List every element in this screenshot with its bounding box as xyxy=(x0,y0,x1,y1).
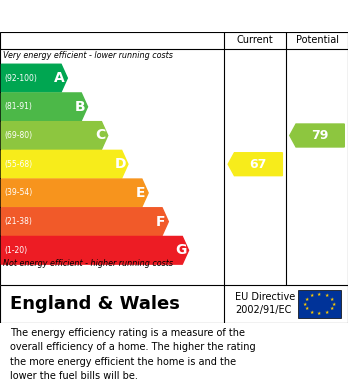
Text: ★: ★ xyxy=(317,311,322,316)
Text: Potential: Potential xyxy=(295,35,339,45)
Polygon shape xyxy=(1,208,168,235)
Text: Very energy efficient - lower running costs: Very energy efficient - lower running co… xyxy=(3,50,173,59)
Polygon shape xyxy=(228,153,282,176)
Text: ★: ★ xyxy=(310,310,314,315)
Text: (1-20): (1-20) xyxy=(4,246,27,255)
Text: (81-91): (81-91) xyxy=(4,102,32,111)
Text: ★: ★ xyxy=(317,292,322,297)
Text: England & Wales: England & Wales xyxy=(10,295,180,313)
Text: B: B xyxy=(74,100,85,114)
Text: The energy efficiency rating is a measure of the
overall efficiency of a home. T: The energy efficiency rating is a measur… xyxy=(10,328,256,381)
Polygon shape xyxy=(1,237,189,264)
Text: 79: 79 xyxy=(311,129,329,142)
Text: A: A xyxy=(54,71,65,85)
Text: (69-80): (69-80) xyxy=(4,131,32,140)
Text: Energy Efficiency Rating: Energy Efficiency Rating xyxy=(14,7,243,25)
Text: Not energy efficient - higher running costs: Not energy efficient - higher running co… xyxy=(3,260,174,269)
Text: G: G xyxy=(175,243,187,257)
Polygon shape xyxy=(1,122,108,149)
Polygon shape xyxy=(1,93,88,121)
Text: ★: ★ xyxy=(304,297,309,302)
Text: C: C xyxy=(95,129,105,142)
Text: D: D xyxy=(114,157,126,171)
Polygon shape xyxy=(290,124,344,147)
Polygon shape xyxy=(1,179,148,207)
Polygon shape xyxy=(1,151,128,178)
Text: (92-100): (92-100) xyxy=(4,74,37,83)
Text: ★: ★ xyxy=(330,297,334,302)
Text: EU Directive
2002/91/EC: EU Directive 2002/91/EC xyxy=(235,292,295,315)
Text: ★: ★ xyxy=(324,293,329,298)
Text: ★: ★ xyxy=(330,306,334,311)
Text: F: F xyxy=(156,215,165,229)
Text: E: E xyxy=(136,186,145,200)
Text: (55-68): (55-68) xyxy=(4,160,32,169)
Polygon shape xyxy=(1,64,68,92)
Text: ★: ★ xyxy=(310,293,314,298)
Text: ★: ★ xyxy=(302,301,307,307)
Text: ★: ★ xyxy=(304,306,309,311)
Text: ★: ★ xyxy=(324,310,329,315)
Text: (39-54): (39-54) xyxy=(4,188,32,197)
Text: Current: Current xyxy=(237,35,274,45)
Text: (21-38): (21-38) xyxy=(4,217,32,226)
Bar xyxy=(298,290,341,318)
Text: ★: ★ xyxy=(332,301,336,307)
Text: 67: 67 xyxy=(250,158,267,171)
